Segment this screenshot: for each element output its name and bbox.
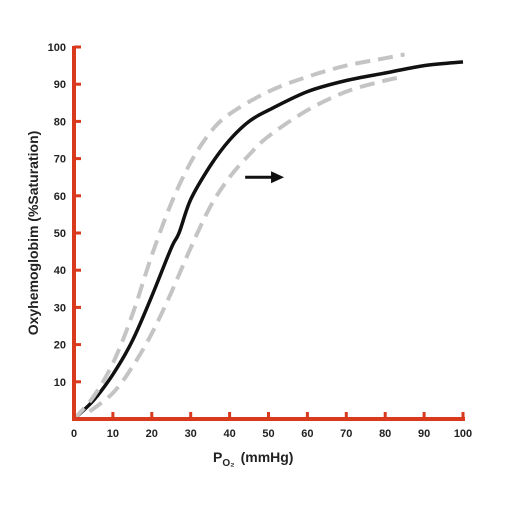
y-tick-label-20: 20 bbox=[54, 340, 66, 352]
tick-labels-layer: 10 20 30 40 50 60 70 80 90 100 0 10 20 30 40 50 60 70 80 90… bbox=[48, 42, 473, 440]
x-axis-title-subscript: O₂ bbox=[222, 458, 234, 469]
y-tick-label-40: 40 bbox=[54, 265, 66, 277]
y-tick-label-90: 90 bbox=[54, 79, 66, 91]
x-tick-label-70: 70 bbox=[340, 428, 352, 440]
axes-layer bbox=[72, 45, 465, 421]
shifted-curve-2 bbox=[88, 74, 405, 414]
y-tick-label-10: 10 bbox=[54, 377, 66, 389]
x-tick-label-20: 20 bbox=[146, 428, 158, 440]
x-axis-title-main: P bbox=[213, 449, 222, 465]
y-tick-label-70: 70 bbox=[54, 154, 66, 166]
main-curve bbox=[72, 60, 464, 421]
x-tick-label-10: 10 bbox=[107, 428, 119, 440]
x-tick-label-80: 80 bbox=[379, 428, 391, 440]
y-tick-label-60: 60 bbox=[54, 191, 66, 203]
x-tick-label-100: 100 bbox=[454, 428, 472, 440]
x-tick-label-0: 0 bbox=[71, 428, 77, 440]
y-axis-title: Oxyhemoglobim (%Saturation) bbox=[25, 131, 41, 336]
curves-layer bbox=[72, 52, 464, 421]
y-tick-label-80: 80 bbox=[54, 116, 66, 128]
y-tick-label-100: 100 bbox=[48, 42, 66, 54]
x-tick-label-30: 30 bbox=[185, 428, 197, 440]
x-tick-label-40: 40 bbox=[223, 428, 235, 440]
x-axis-title-unit: (mmHg) bbox=[241, 449, 294, 465]
x-tick-label-60: 60 bbox=[301, 428, 313, 440]
annotations-layer bbox=[245, 171, 285, 184]
shift-arrow-head bbox=[271, 171, 285, 184]
shifted-curve-1 bbox=[72, 52, 406, 421]
x-tick-label-90: 90 bbox=[418, 428, 430, 440]
x-tick-label-50: 50 bbox=[262, 428, 274, 440]
x-axis-title: PO₂ (mmHg) bbox=[213, 449, 293, 469]
y-tick-label-30: 30 bbox=[54, 302, 66, 314]
y-tick-label-50: 50 bbox=[54, 228, 66, 240]
